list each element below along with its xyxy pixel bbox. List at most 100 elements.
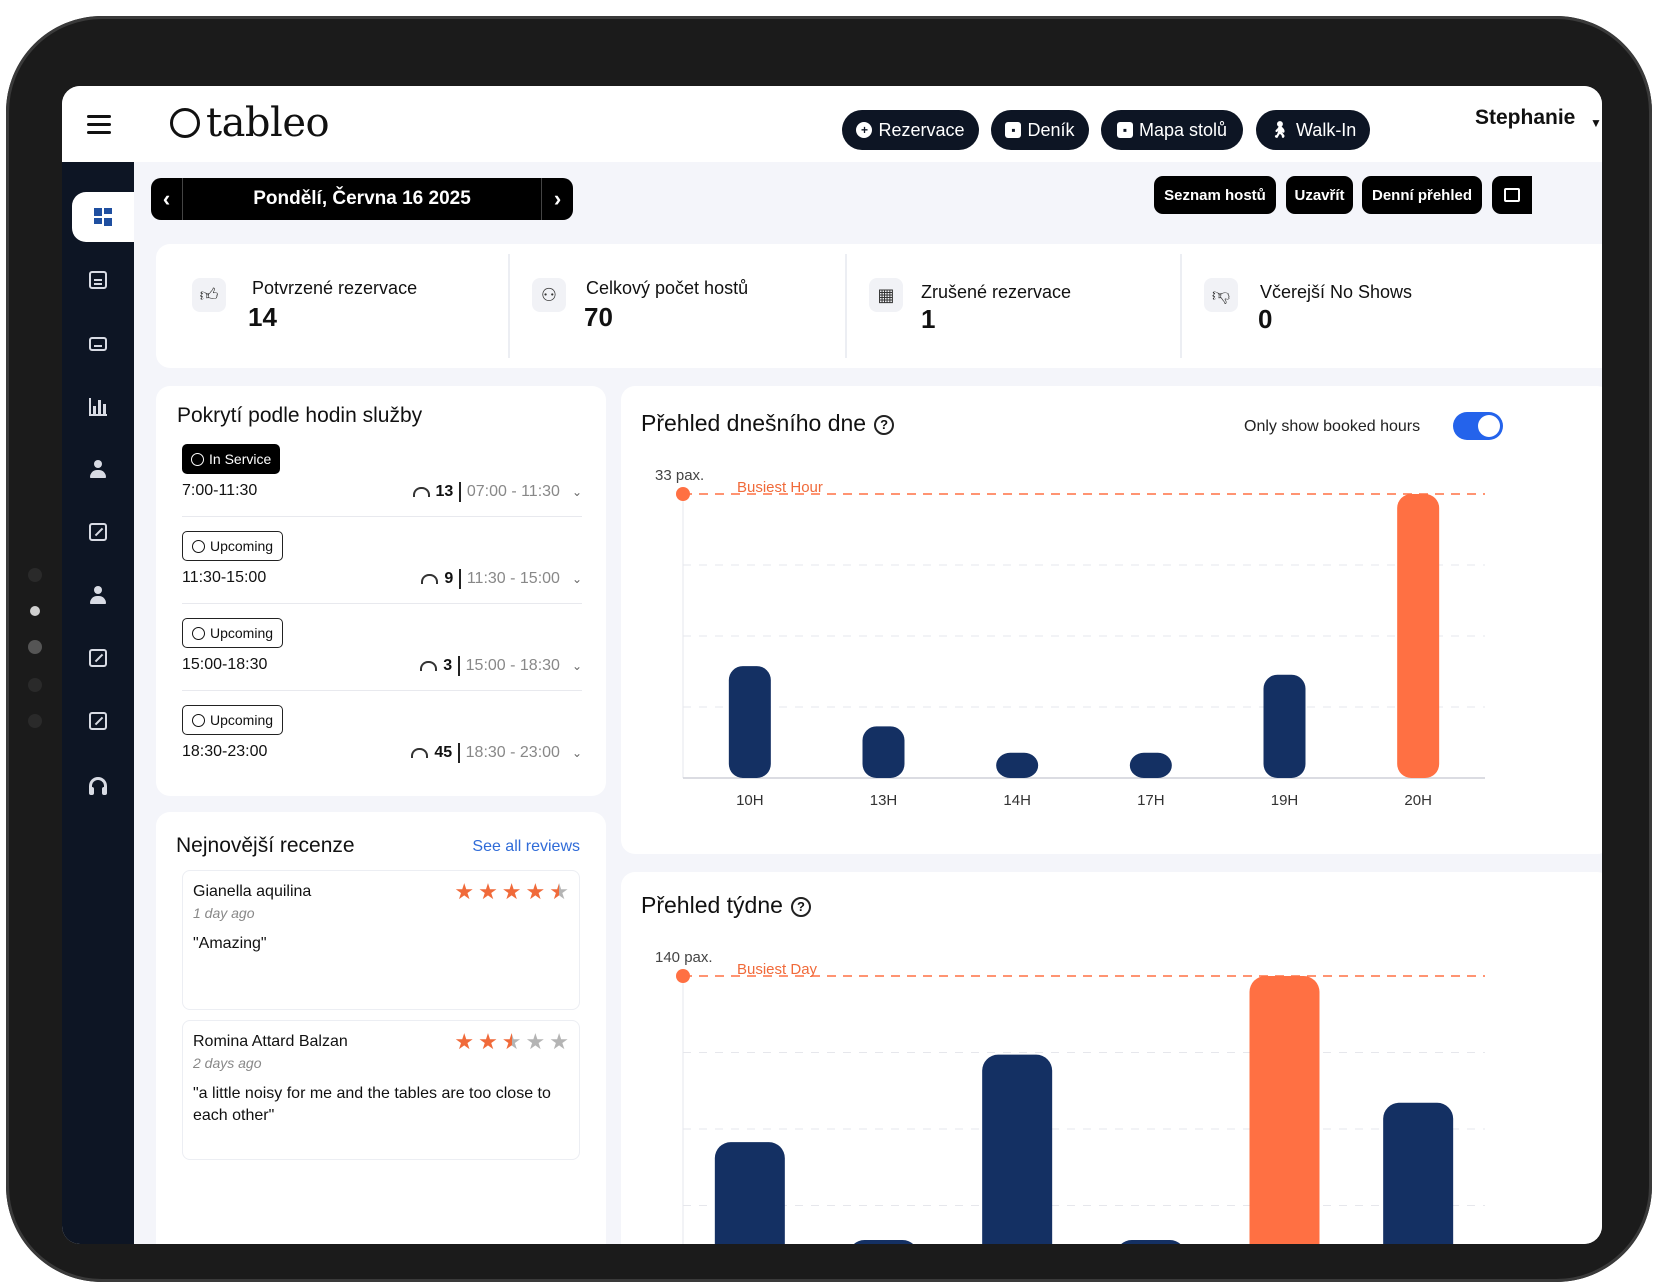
see-all-reviews-link[interactable]: See all reviews xyxy=(472,838,580,855)
print-button[interactable] xyxy=(1492,176,1532,214)
status-label: Upcoming xyxy=(210,538,274,554)
star-half-icon: ★ xyxy=(549,879,569,904)
date-navigator: ‹ Pondělí, Června 16 2025 › xyxy=(151,178,573,220)
diary-label: Deník xyxy=(1027,119,1075,140)
review-date: 2 days ago xyxy=(193,1055,262,1071)
star-half-icon: ★ xyxy=(501,1029,522,1054)
slot-count: 3 xyxy=(443,657,453,674)
help-icon[interactable]: ? xyxy=(790,896,811,917)
calendar-icon xyxy=(89,271,107,289)
chart-bar xyxy=(862,726,905,778)
service-coverage-card: Pokrytí podle hodin služby In Service 7:… xyxy=(156,386,606,796)
clock-icon xyxy=(192,626,205,640)
chevron-down-icon[interactable]: ⌄ xyxy=(571,572,582,586)
new-reservation-button[interactable]: + Rezervace xyxy=(842,110,979,150)
slot-time: 15:00-18:30 xyxy=(182,656,268,673)
prev-day-button[interactable]: ‹ xyxy=(151,178,183,220)
star-rating: ★ ★ ★ ★ ★ xyxy=(454,879,569,905)
booked-hours-toggle-label: Only show booked hours xyxy=(1244,418,1421,435)
chevron-down-icon[interactable]: ⌄ xyxy=(571,746,582,760)
walk-in-button[interactable]: 🚶︎ Walk-In xyxy=(1256,110,1370,150)
status-badge: Upcoming xyxy=(182,531,284,561)
chevron-down-icon[interactable]: ⌄ xyxy=(571,485,582,499)
today-overview-heading: Přehled dnešního dne? xyxy=(641,410,895,437)
slot-range: 11:30 - 15:00 xyxy=(466,570,560,587)
next-day-button[interactable]: › xyxy=(541,178,573,220)
slot-count: 9 xyxy=(444,570,454,587)
sidebar-item-support[interactable] xyxy=(62,759,134,809)
service-slot[interactable]: Upcoming 11:30-15:00 9 11:30 - 15:00 ⌄ xyxy=(182,531,582,611)
stat-cancelled: ▦ Zrušené rezervace 1 xyxy=(845,244,1180,368)
star-empty-icon: ★ xyxy=(549,1029,569,1054)
star-full-icon: ★ xyxy=(454,1029,475,1054)
sidebar-item-calendar[interactable] xyxy=(62,255,134,305)
chevron-down-icon[interactable]: ▼ xyxy=(1590,116,1602,130)
slot-summary: 9 11:30 - 15:00 ⌄ xyxy=(421,569,582,589)
service-slot[interactable]: Upcoming 18:30-23:00 45 18:30 - 23:00 ⌄ xyxy=(182,705,582,785)
sidebar-item-edit-1[interactable] xyxy=(62,507,134,557)
stat-value: 14 xyxy=(248,302,277,332)
thumbs-down-icon: 👎︎ xyxy=(1204,278,1238,312)
star-full-icon: ★ xyxy=(478,1029,498,1054)
chart-bar xyxy=(982,1054,1053,1244)
reviewer-name: Gianella aquilina xyxy=(193,883,312,900)
edit-icon xyxy=(89,712,107,730)
guests-icon: ⚇ xyxy=(532,278,566,312)
printer-icon xyxy=(1504,188,1520,202)
status-label: In Service xyxy=(209,451,272,467)
review-card[interactable]: Gianella aquilina 1 day ago ★ ★ ★ ★ ★ "Amazi… xyxy=(182,870,580,1010)
plus-circle-icon: + xyxy=(856,122,873,138)
slot-time: 7:00-11:30 xyxy=(182,482,258,499)
diary-button[interactable]: ▪ Deník xyxy=(991,110,1089,150)
sidebar-item-tables[interactable] xyxy=(62,319,134,369)
sidebar-item-edit-3[interactable] xyxy=(62,696,134,746)
daily-overview-button[interactable]: Denní přehled xyxy=(1362,176,1482,214)
thumbs-up-icon: 👍︎ xyxy=(192,278,226,312)
status-label: Upcoming xyxy=(210,712,274,728)
chart-bar xyxy=(1383,1102,1454,1244)
menu-icon[interactable] xyxy=(62,86,136,162)
user-menu[interactable]: Stephanie xyxy=(1475,106,1576,129)
camera-icon xyxy=(30,606,40,616)
walking-icon: 🚶︎ xyxy=(1269,122,1290,139)
device-dot xyxy=(28,568,42,582)
stat-no-shows: 👎︎ Včerejší No Shows 0 xyxy=(1180,244,1520,368)
stat-title: Potvrzené rezervace xyxy=(252,278,418,298)
divider xyxy=(182,516,582,517)
stat-title: Celkový počet hostů xyxy=(586,278,749,298)
sidebar-item-dashboard[interactable] xyxy=(72,192,134,242)
sidebar-item-reports[interactable] xyxy=(62,382,134,432)
check-circle-icon xyxy=(191,452,204,466)
divider xyxy=(459,482,461,502)
chevron-down-icon[interactable]: ⌄ xyxy=(571,659,582,673)
stat-title: Včerejší No Shows xyxy=(1260,282,1413,302)
close-day-button[interactable]: Uzavřít xyxy=(1286,176,1353,214)
review-card[interactable]: Romina Attard Balzan 2 days ago ★ ★ ★ ★ ★ "a… xyxy=(182,1020,580,1160)
sidebar-item-guests[interactable] xyxy=(62,444,134,494)
star-full-icon: ★ xyxy=(501,879,522,904)
tablet-edge xyxy=(6,16,1652,1282)
reviewer-name: Romina Attard Balzan xyxy=(193,1033,348,1050)
logo[interactable]: tableo xyxy=(170,98,330,148)
stat-value: 0 xyxy=(1258,304,1273,334)
app-screen: tableo + Rezervace ▪ Deník ▪ Mapa stolů 🚶︎ W… xyxy=(62,86,1602,1244)
service-slot[interactable]: In Service 7:00-11:30 13 07:00 - 11:30 ⌄ xyxy=(182,444,582,524)
booked-hours-toggle[interactable] xyxy=(1453,412,1503,440)
device-dot xyxy=(28,678,42,692)
slot-time: 18:30-23:00 xyxy=(182,743,268,760)
clock-icon xyxy=(192,713,205,727)
guest-list-button[interactable]: Seznam hostů xyxy=(1154,176,1276,214)
slot-summary: 13 07:00 - 11:30 ⌄ xyxy=(412,482,582,502)
current-date[interactable]: Pondělí, Června 16 2025 xyxy=(253,188,471,209)
sidebar-item-edit-2[interactable] xyxy=(62,633,134,683)
divider xyxy=(182,603,582,604)
week-overview-title: Přehled týdne xyxy=(641,892,783,918)
today-bar-chart: 33 pax. Busiest Hour 10H 13H 14H 17H 19H 20H xyxy=(655,467,1485,809)
stat-value: 70 xyxy=(584,302,613,332)
sidebar-item-staff[interactable] xyxy=(62,570,134,620)
reviews-title: Nejnovější recenze xyxy=(176,834,355,857)
service-slot[interactable]: Upcoming 15:00-18:30 3 15:00 - 18:30 ⌄ xyxy=(182,618,582,698)
table-map-button[interactable]: ▪ Mapa stolů xyxy=(1101,110,1243,150)
slot-range: 18:30 - 23:00 xyxy=(465,744,560,761)
help-icon[interactable]: ? xyxy=(874,414,895,435)
